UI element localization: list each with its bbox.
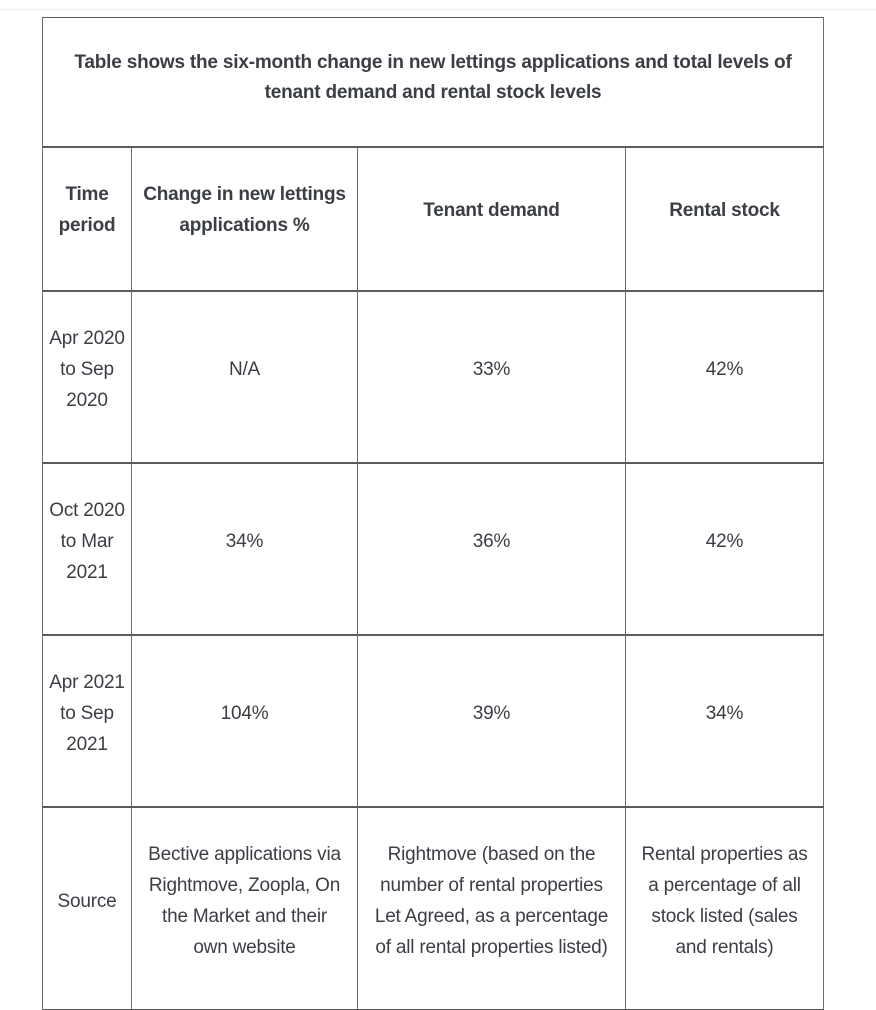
source-demand-text: Rightmove (based on the number of rental… bbox=[374, 844, 609, 958]
header-tenant-demand-label: Tenant demand bbox=[423, 199, 560, 221]
table-title-row: Table shows the six-month change in new … bbox=[42, 17, 824, 148]
table-row: Oct 2020 to Mar 2021 34% 36% 42% bbox=[42, 462, 824, 636]
source-label: Source bbox=[57, 890, 117, 912]
demand-value: 39% bbox=[472, 703, 511, 724]
source-row: Source Bective applications via Rightmov… bbox=[42, 806, 824, 1010]
source-change-cell: Bective applications via Rightmove, Zoop… bbox=[131, 806, 358, 1010]
stock-value: 42% bbox=[705, 359, 744, 380]
stock-cell: 42% bbox=[625, 462, 824, 636]
period-cell: Apr 2021 to Sep 2021 bbox=[42, 634, 132, 808]
demand-cell: 33% bbox=[357, 290, 626, 464]
page-top-divider bbox=[0, 9, 876, 10]
table-row: Apr 2020 to Sep 2020 N/A 33% 42% bbox=[42, 290, 824, 464]
demand-cell: 39% bbox=[357, 634, 626, 808]
header-time-period-label: Time period bbox=[58, 184, 116, 236]
source-demand-cell: Rightmove (based on the number of rental… bbox=[357, 806, 626, 1010]
change-cell: 34% bbox=[131, 462, 358, 636]
change-value: N/A bbox=[228, 359, 261, 380]
period-cell: Apr 2020 to Sep 2020 bbox=[42, 290, 132, 464]
header-change-applications: Change in new lettings applications % bbox=[131, 146, 358, 292]
header-tenant-demand: Tenant demand bbox=[357, 146, 626, 292]
lettings-table: Table shows the six-month change in new … bbox=[42, 17, 824, 1010]
source-stock-cell: Rental properties as a percentage of all… bbox=[625, 806, 824, 1010]
demand-value: 33% bbox=[472, 359, 511, 380]
period-value: Oct 2020 to Mar 2021 bbox=[49, 500, 125, 583]
stock-value: 42% bbox=[705, 531, 744, 552]
change-cell: 104% bbox=[131, 634, 358, 808]
header-rental-stock: Rental stock bbox=[625, 146, 824, 292]
period-cell: Oct 2020 to Mar 2021 bbox=[42, 462, 132, 636]
table-title: Table shows the six-month change in new … bbox=[74, 52, 792, 103]
stock-value: 34% bbox=[705, 703, 744, 724]
table-header-row: Time period Change in new lettings appli… bbox=[42, 146, 824, 292]
source-label-cell: Source bbox=[42, 806, 132, 1010]
table-title-cell: Table shows the six-month change in new … bbox=[42, 17, 824, 148]
change-value: 34% bbox=[225, 531, 264, 552]
source-stock-text: Rental properties as a percentage of all… bbox=[641, 844, 808, 958]
header-time-period: Time period bbox=[42, 146, 132, 292]
table-row: Apr 2021 to Sep 2021 104% 39% 34% bbox=[42, 634, 824, 808]
demand-cell: 36% bbox=[357, 462, 626, 636]
source-change-text: Bective applications via Rightmove, Zoop… bbox=[148, 844, 341, 958]
stock-cell: 42% bbox=[625, 290, 824, 464]
period-value: Apr 2021 to Sep 2021 bbox=[49, 672, 125, 755]
change-value: 104% bbox=[220, 703, 269, 724]
header-rental-stock-label: Rental stock bbox=[669, 199, 780, 221]
header-change-applications-label: Change in new lettings applications % bbox=[143, 184, 346, 236]
demand-value: 36% bbox=[472, 531, 511, 552]
period-value: Apr 2020 to Sep 2020 bbox=[49, 328, 125, 411]
stock-cell: 34% bbox=[625, 634, 824, 808]
change-cell: N/A bbox=[131, 290, 358, 464]
